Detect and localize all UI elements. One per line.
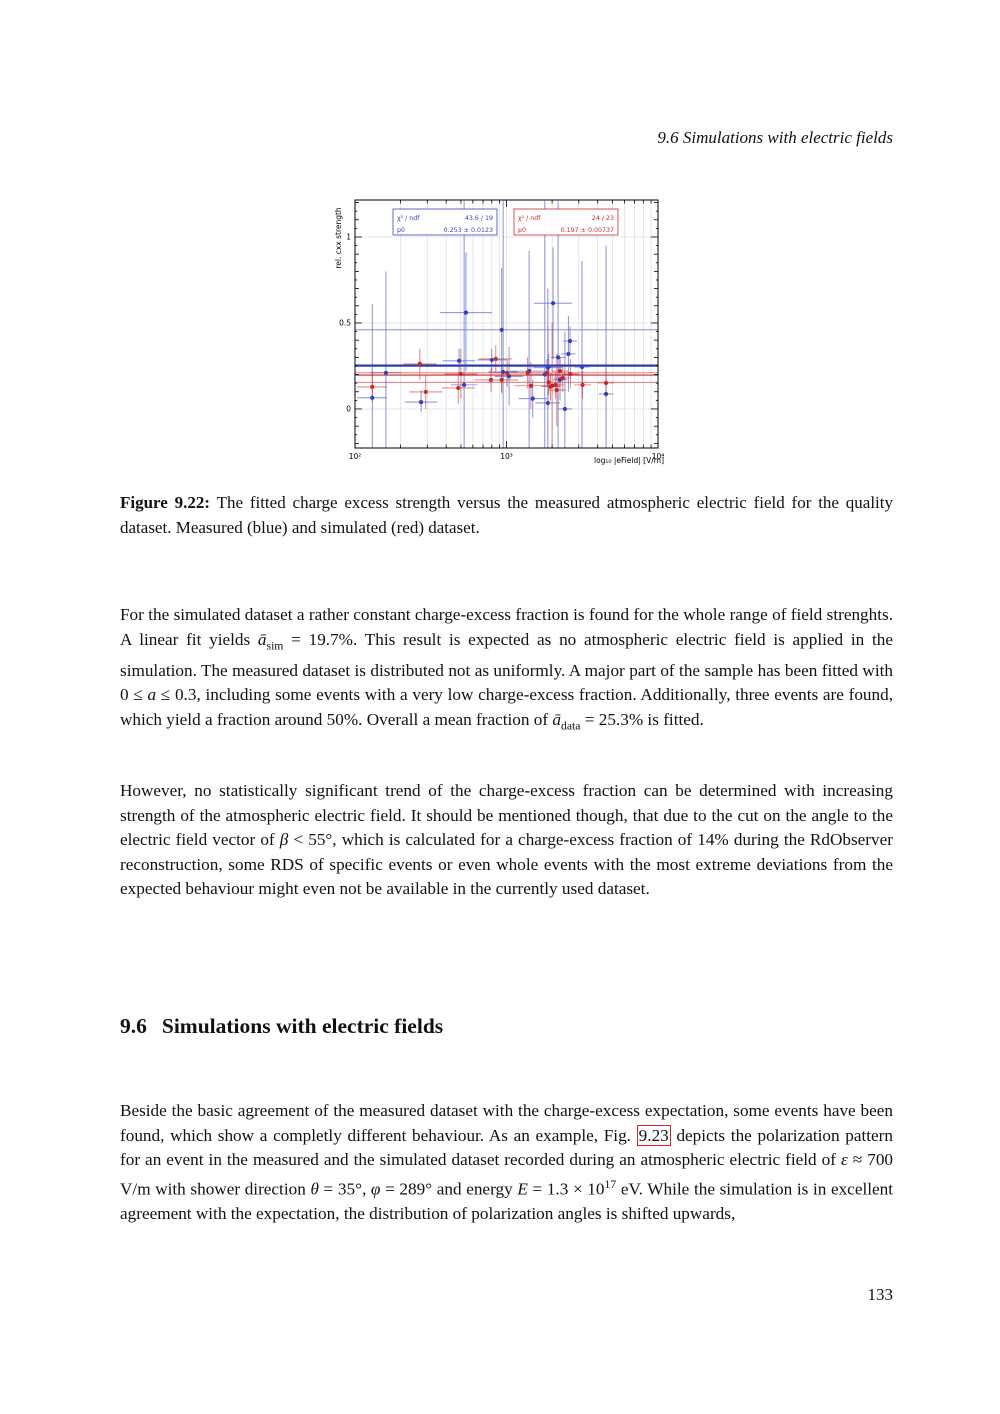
text-segment: = 19.7%. This result is expected as no a…: [120, 629, 893, 705]
figure-caption-label: Figure 9.22:: [120, 493, 211, 512]
x-axis-title: log₁₀ |eField| [V/m]: [594, 456, 664, 465]
tick-labels: 0 0.5 1 10² 10³ 10⁴: [339, 233, 664, 461]
text-segment: = 35°,: [318, 1179, 371, 1199]
text-segment: ā: [552, 709, 561, 729]
svg-text:1: 1: [346, 233, 351, 242]
text-segment: ≈ 700 V/m with shower direction: [120, 1150, 894, 1199]
y-axis-title: rel. cxx strength: [334, 207, 343, 269]
text-segment: Beside the basic agreement of the measur…: [120, 1101, 893, 1145]
section-heading: 9.6 Simulations with electric fields: [120, 1014, 893, 1039]
text-segment: a: [147, 685, 157, 705]
text-segment: depicts the polarization pattern for an …: [120, 1125, 893, 1170]
text-segment: = 25.3% is fitted.: [580, 709, 704, 729]
gridlines: [354, 200, 659, 448]
text-segment: < 55°, which is calculated for a charge-…: [120, 830, 893, 899]
section-number: 9.6: [120, 1013, 147, 1038]
svg-text:43.6 / 19: 43.6 / 19: [465, 215, 493, 222]
simulated-points: [370, 356, 609, 395]
text-segment: ε: [840, 1150, 848, 1170]
running-header: 9.6 Simulations with electric fields: [657, 128, 893, 147]
text-segment: β: [279, 830, 289, 850]
text-segment: For the simulated dataset a rather const…: [120, 605, 893, 649]
svg-text:p0: p0: [518, 227, 526, 234]
svg-text:24 / 23: 24 / 23: [592, 215, 614, 222]
svg-text:0: 0: [346, 405, 351, 414]
svg-text:0.5: 0.5: [339, 319, 351, 328]
svg-text:10⁴: 10⁴: [652, 452, 665, 461]
text-segment: ≤ 0.3, including some events with a very…: [120, 685, 894, 729]
section-title: Simulations with electric fields: [161, 1013, 444, 1038]
text-segment: φ: [370, 1179, 381, 1199]
text-segment: eV. While the simulation is in excellent…: [120, 1179, 893, 1223]
svg-text:χ² / ndf: χ² / ndf: [518, 215, 541, 222]
text-segment: = 1.3 × 10: [527, 1179, 605, 1199]
axis-ticks: [354, 200, 659, 448]
text-segment: sim: [266, 639, 284, 653]
text-segment: ā: [257, 629, 267, 649]
figure-caption-text: The fitted charge excess strength versus…: [120, 493, 893, 537]
stats-box-simulated: χ² / ndf 24 / 23 p0 0.197 ± 0.00737: [513, 208, 619, 236]
text-segment: 17: [604, 1177, 617, 1191]
svg-text:0.253 ± 0.0123: 0.253 ± 0.0123: [444, 227, 493, 234]
svg-text:χ² / ndf: χ² / ndf: [397, 215, 420, 222]
stats-box-measured: χ² / ndf 43.6 / 19 p0 0.253 ± 0.0123: [392, 208, 498, 236]
paragraph-1: For the simulated dataset a rather const…: [120, 603, 893, 738]
svg-text:10²: 10²: [349, 452, 362, 461]
svg-text:0.197 ± 0.00737: 0.197 ± 0.00737: [561, 227, 614, 234]
page-number: 133: [867, 1285, 894, 1304]
text-segment: = 289° and energy: [380, 1179, 518, 1199]
figure-ref-link[interactable]: 9.23: [636, 1124, 671, 1146]
text-segment: E: [517, 1179, 528, 1199]
paragraph-2: However, no statistically significant tr…: [120, 779, 893, 902]
figure-plot-svg: 0 0.5 1 10² 10³ 10⁴ rel. cxx strength log₁₀ |eF…: [334, 199, 664, 465]
svg-text:10³: 10³: [500, 452, 513, 461]
measured-points: [370, 301, 609, 412]
svg-text:p0: p0: [397, 227, 405, 234]
figure-caption: Figure 9.22: The fitted charge excess st…: [120, 491, 893, 540]
text-segment: θ: [310, 1179, 319, 1199]
text-segment: However, no statistically significant tr…: [120, 781, 893, 850]
paragraph-3: Beside the basic agreement of the measur…: [120, 1099, 893, 1226]
figure-9-22: 0 0.5 1 10² 10³ 10⁴ rel. cxx strength log₁₀ |eF…: [330, 190, 682, 485]
text-segment: data: [560, 719, 581, 733]
